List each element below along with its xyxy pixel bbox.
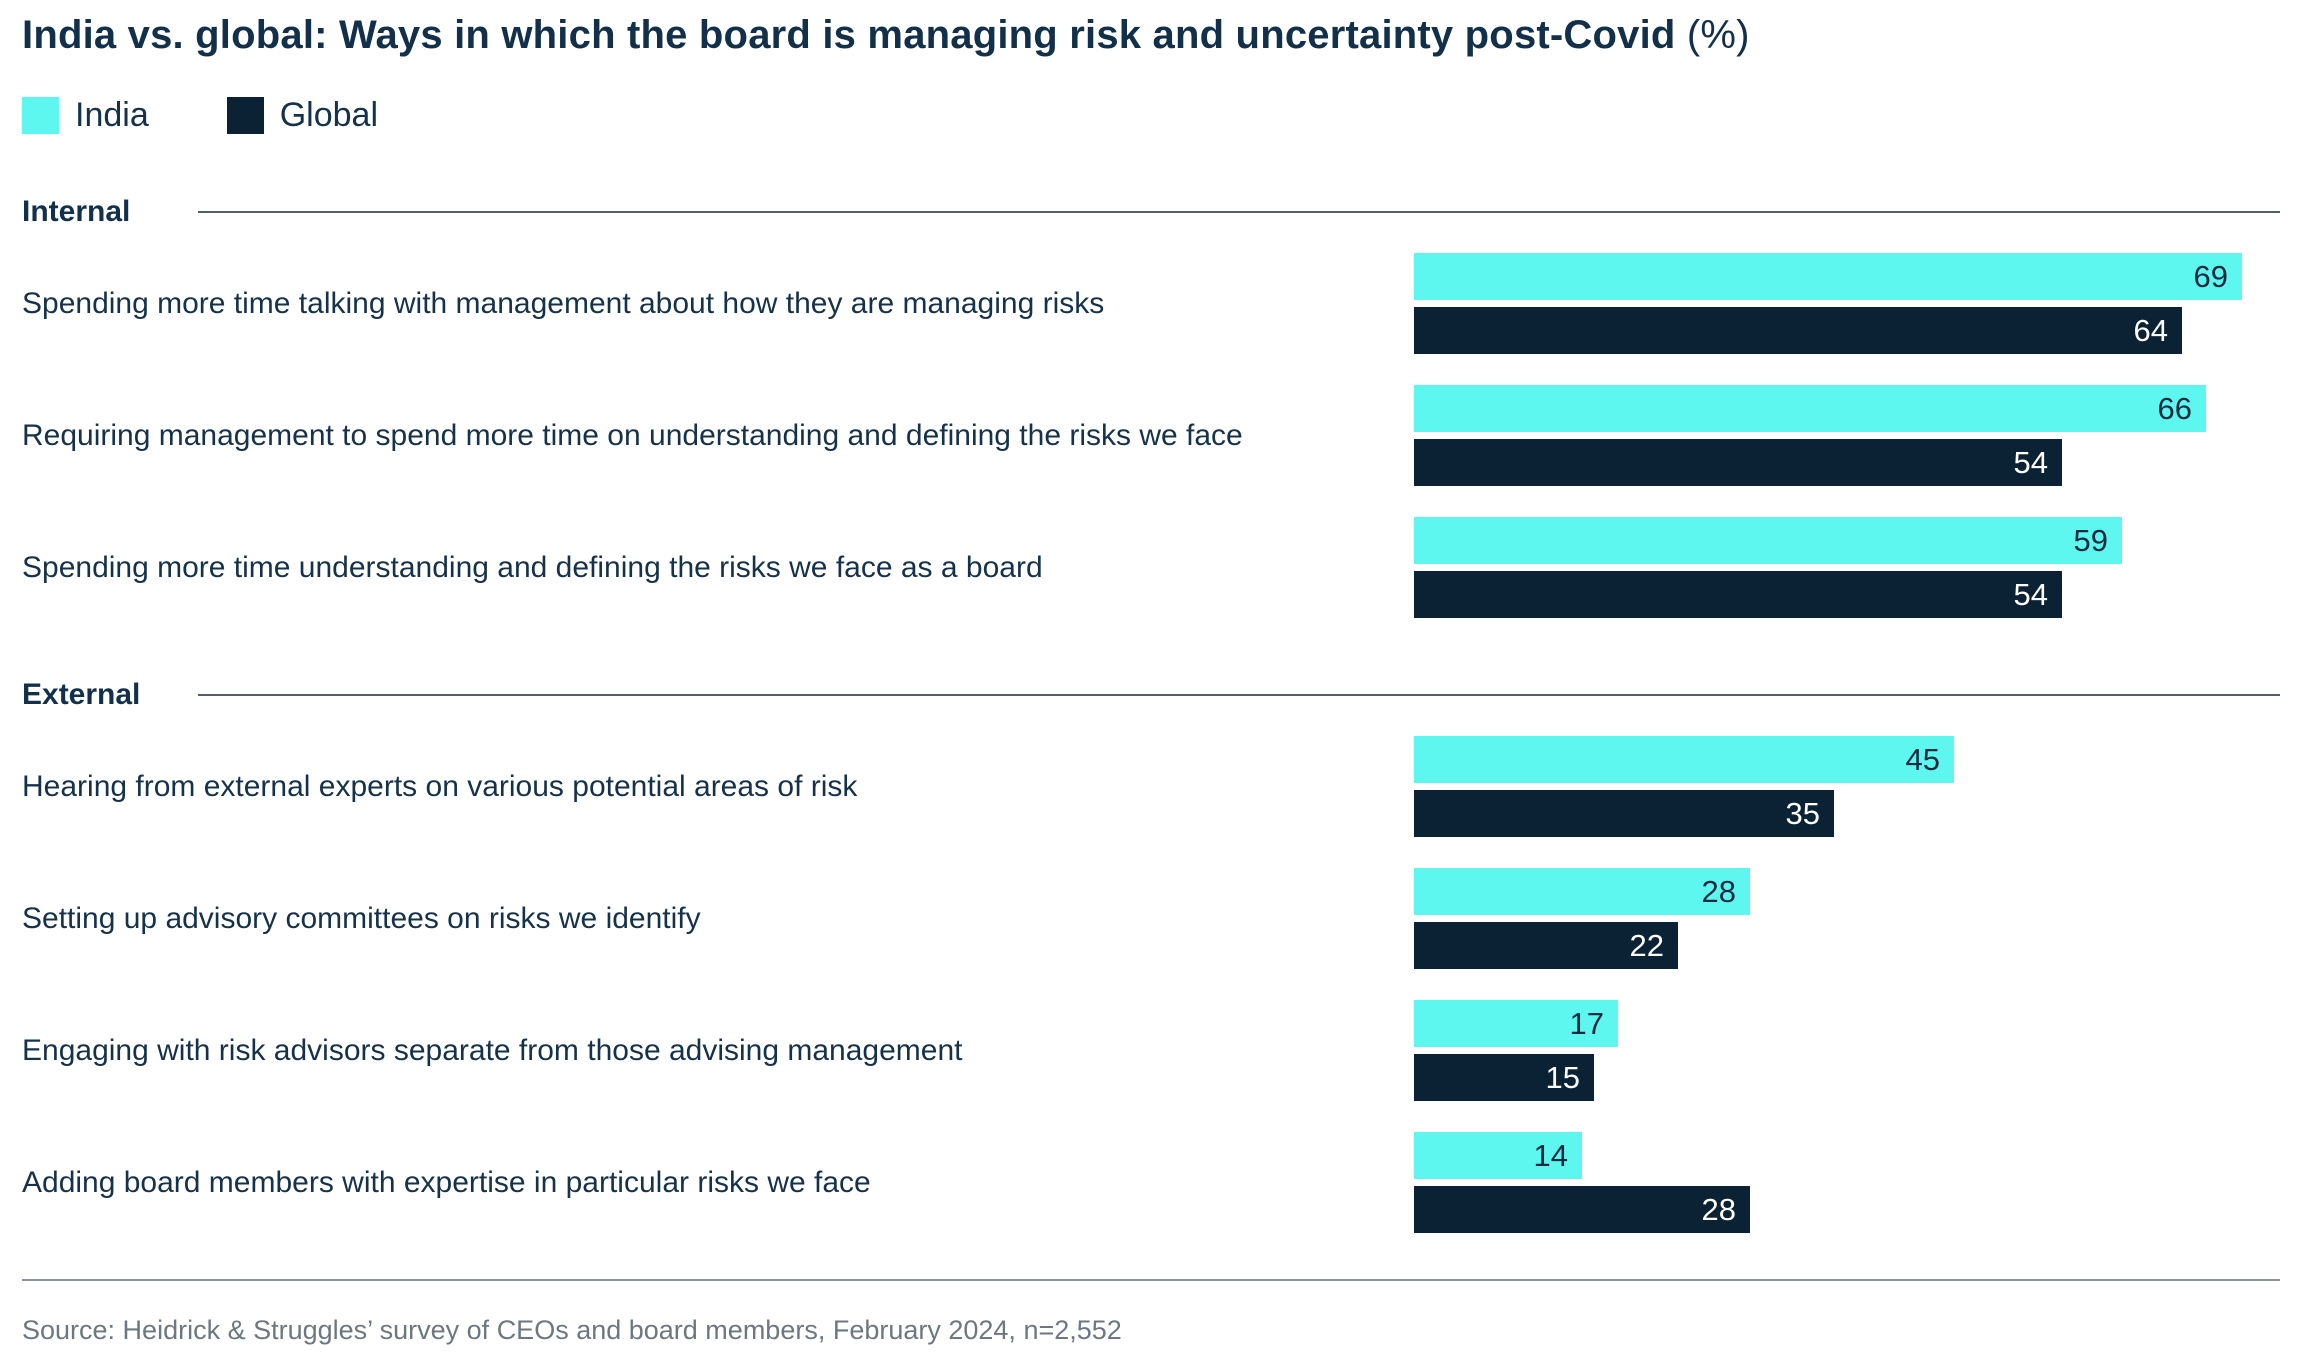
india-bar: 59 (1414, 517, 2122, 564)
global-bar-value: 28 (1701, 1192, 1736, 1227)
india-bar: 66 (1414, 385, 2206, 432)
global-bar-value: 22 (1629, 928, 1664, 963)
global-bar: 54 (1414, 571, 2062, 618)
section-divider (198, 211, 2280, 213)
legend-item-india: India (22, 96, 149, 135)
global-bar-value: 15 (1545, 1060, 1580, 1095)
section-internal: Internal Spending more time talking with… (22, 195, 2280, 618)
section-title: Internal (22, 195, 131, 228)
global-bar: 54 (1414, 439, 2062, 486)
row-label: Setting up advisory committees on risks … (22, 901, 701, 935)
section-rows: Hearing from external experts on various… (22, 736, 2280, 1233)
global-bar-value: 35 (1785, 796, 1820, 831)
india-bar: 28 (1414, 868, 1750, 915)
section-external: External Hearing from external experts o… (22, 678, 2280, 1233)
global-bar: 15 (1414, 1054, 1594, 1101)
footer: Source: Heidrick & Struggles’ survey of … (22, 1279, 2280, 1346)
page-title-main: India vs. global: Ways in which the boar… (22, 13, 1676, 57)
legend-label-india: India (75, 96, 149, 134)
section-title: External (22, 678, 141, 711)
bar-pair: 66 54 (1414, 385, 2242, 486)
global-swatch (226, 97, 264, 134)
row-label: Engaging with risk advisors separate fro… (22, 1033, 963, 1067)
india-bar-value: 14 (1533, 1138, 1568, 1173)
chart-row: Adding board members with expertise in p… (22, 1132, 2280, 1233)
legend-label-global: Global (279, 96, 379, 134)
global-bar: 28 (1414, 1186, 1750, 1233)
section-rows: Spending more time talking with manageme… (22, 253, 2280, 618)
chart-row: Setting up advisory committees on risks … (22, 868, 2280, 969)
section-header-external: External (22, 678, 2280, 712)
row-label: Hearing from external experts on various… (22, 769, 858, 803)
row-label: Spending more time talking with manageme… (22, 286, 1105, 320)
legend: India Global (22, 96, 2280, 135)
india-bar-value: 66 (2157, 391, 2192, 426)
global-bar-value: 64 (2133, 313, 2168, 348)
bar-pair: 59 54 (1414, 517, 2242, 618)
india-bar-value: 28 (1701, 874, 1736, 909)
chart-row: Hearing from external experts on various… (22, 736, 2280, 837)
legend-item-global: Global (226, 96, 379, 135)
bar-pair: 28 22 (1414, 868, 2242, 969)
global-bar: 64 (1414, 307, 2182, 354)
section-header-internal: Internal (22, 195, 2280, 229)
bar-pair: 45 35 (1414, 736, 2242, 837)
india-bar: 14 (1414, 1132, 1582, 1179)
global-bar-value: 54 (2013, 577, 2048, 612)
row-label: Adding board members with expertise in p… (22, 1165, 871, 1199)
india-bar-value: 69 (2193, 259, 2228, 294)
bar-pair: 17 15 (1414, 1000, 2242, 1101)
section-divider (198, 694, 2280, 696)
source-line: Source: Heidrick & Struggles’ survey of … (22, 1315, 1122, 1345)
chart-row: Spending more time understanding and def… (22, 517, 2280, 618)
global-bar: 35 (1414, 790, 1834, 837)
india-bar: 17 (1414, 1000, 1618, 1047)
india-bar-value: 17 (1569, 1006, 1604, 1041)
row-label: Requiring management to spend more time … (22, 418, 1243, 452)
india-bar-value: 45 (1905, 742, 1940, 777)
india-bar: 45 (1414, 736, 1954, 783)
india-bar-value: 59 (2073, 523, 2108, 558)
chart-row: Spending more time talking with manageme… (22, 253, 2280, 354)
chart-row: Engaging with risk advisors separate fro… (22, 1000, 2280, 1101)
bar-pair: 69 64 (1414, 253, 2242, 354)
india-swatch (22, 97, 59, 134)
india-bar: 69 (1414, 253, 2242, 300)
row-label: Spending more time understanding and def… (22, 550, 1043, 584)
chart-row: Requiring management to spend more time … (22, 385, 2280, 486)
page-title: India vs. global: Ways in which the boar… (22, 12, 2280, 58)
page-title-unit: (%) (1675, 13, 1750, 57)
global-bar: 22 (1414, 922, 1678, 969)
global-bar-value: 54 (2013, 445, 2048, 480)
bar-pair: 14 28 (1414, 1132, 2242, 1233)
